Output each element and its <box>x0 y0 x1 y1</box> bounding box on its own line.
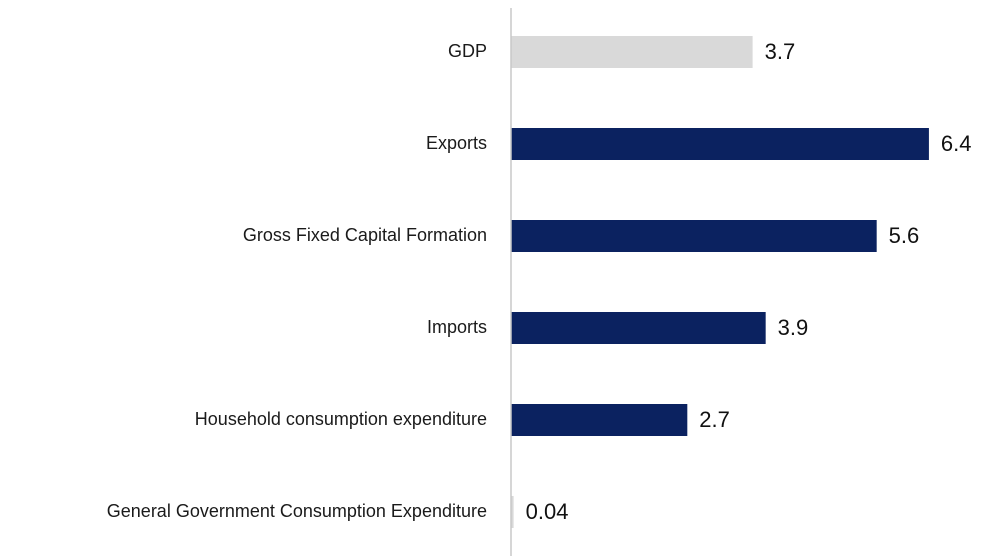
category-label-exports: Exports <box>426 133 487 153</box>
data-label-imports: 3.9 <box>778 315 809 340</box>
data-label-household-consumption-expenditure: 2.7 <box>699 407 730 432</box>
bar-general-government-consumption-expenditure <box>511 496 514 528</box>
bar-gdp <box>511 36 753 68</box>
data-label-exports: 6.4 <box>941 131 972 156</box>
bar-exports <box>511 128 929 160</box>
data-label-gross-fixed-capital-formation: 5.6 <box>889 223 920 248</box>
labels-layer: GDP 3.7 Exports 6.4 Gross Fixed Capital Form… <box>107 39 972 524</box>
bar-gross-fixed-capital-formation <box>511 220 877 252</box>
data-label-general-government-consumption-expenditure: 0.04 <box>526 499 569 524</box>
category-label-imports: Imports <box>427 317 487 337</box>
bar-imports <box>511 312 766 344</box>
category-label-general-government-consumption-expenditure: General Government Consumption Expenditu… <box>107 501 487 521</box>
data-label-gdp: 3.7 <box>765 39 796 64</box>
bar-household-consumption-expenditure <box>511 404 688 436</box>
category-label-gdp: GDP <box>448 41 487 61</box>
category-label-household-consumption-expenditure: Household consumption expenditure <box>195 409 487 429</box>
bars-layer <box>511 36 929 528</box>
category-label-gross-fixed-capital-formation: Gross Fixed Capital Formation <box>243 225 487 245</box>
